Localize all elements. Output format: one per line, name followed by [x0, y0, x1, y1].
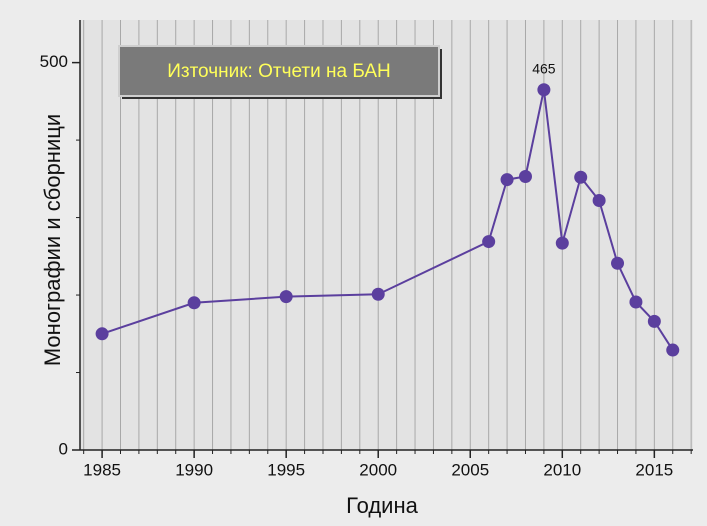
- data-point: [555, 236, 569, 250]
- x-tick-label: 1990: [175, 460, 213, 479]
- data-point: [611, 256, 625, 270]
- data-point: [629, 295, 643, 309]
- data-point: [537, 83, 551, 97]
- y-tick-label: 0: [59, 439, 68, 458]
- x-tick-label: 2010: [543, 460, 581, 479]
- data-point: [279, 290, 293, 304]
- data-point: [500, 173, 514, 187]
- annotation: 465: [532, 60, 556, 76]
- x-tick-label: 1985: [83, 460, 121, 479]
- data-point: [647, 314, 661, 328]
- data-point: [95, 327, 109, 341]
- data-point: [371, 287, 385, 301]
- y-tick-label: 500: [40, 52, 68, 71]
- data-point: [482, 235, 496, 249]
- data-point: [187, 296, 201, 310]
- x-tick-label: 2015: [635, 460, 673, 479]
- x-axis-label: Година: [346, 493, 418, 518]
- x-tick-label: 2000: [359, 460, 397, 479]
- y-axis-label: Монографии и сборници: [40, 114, 65, 366]
- source-text: Източник: Отчети на БАН: [167, 61, 391, 82]
- data-point: [666, 343, 680, 357]
- box: [118, 45, 440, 97]
- data-point: [518, 170, 532, 184]
- x-tick-label: 2005: [451, 460, 489, 479]
- data-point: [574, 170, 588, 184]
- source-box: Източник: Отчети на БАН: [118, 45, 442, 99]
- data-point: [592, 194, 606, 208]
- x-tick-label: 1995: [267, 460, 305, 479]
